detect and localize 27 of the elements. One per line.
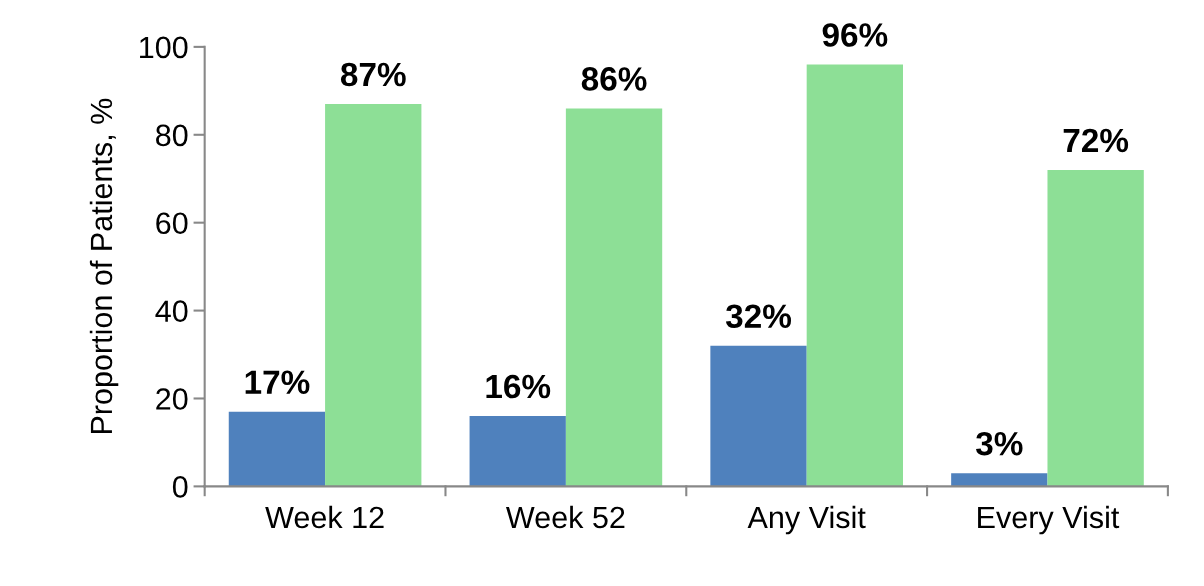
data-label: 72% xyxy=(1063,128,1129,153)
data-label: 32% xyxy=(725,304,791,329)
bar xyxy=(325,104,422,487)
bar xyxy=(1047,169,1144,487)
bar xyxy=(565,108,663,487)
data-label: 96% xyxy=(822,23,888,47)
bar xyxy=(710,345,807,487)
y-tick-label: 0 xyxy=(172,476,188,498)
y-tick-label: 40 xyxy=(155,300,188,322)
data-label: 86% xyxy=(581,67,647,91)
y-tick-label: 80 xyxy=(156,124,188,147)
x-tick-label: Every Visit xyxy=(978,505,1120,535)
y-tick-label: 60 xyxy=(156,212,188,235)
x-tick-label: Any Visit xyxy=(747,505,866,535)
y-axis-title: Proportion of Patients, % xyxy=(89,98,119,434)
data-label: 87% xyxy=(340,62,406,87)
bar xyxy=(806,64,903,487)
bar xyxy=(951,473,1048,487)
x-tick-label: Week 12 xyxy=(265,505,384,529)
y-tick-label: 100 xyxy=(140,36,188,59)
data-label: 16% xyxy=(486,374,551,399)
x-tick-label: Week 52 xyxy=(505,505,625,529)
y-tick-label: 20 xyxy=(156,388,188,410)
bar xyxy=(228,411,326,487)
bar xyxy=(469,416,566,487)
data-label: 17% xyxy=(245,370,310,394)
data-label: 3% xyxy=(976,431,1023,456)
